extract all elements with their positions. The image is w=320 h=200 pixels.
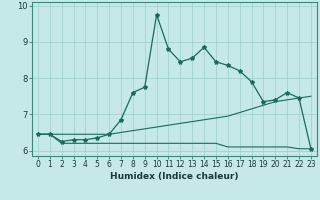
- X-axis label: Humidex (Indice chaleur): Humidex (Indice chaleur): [110, 172, 239, 181]
